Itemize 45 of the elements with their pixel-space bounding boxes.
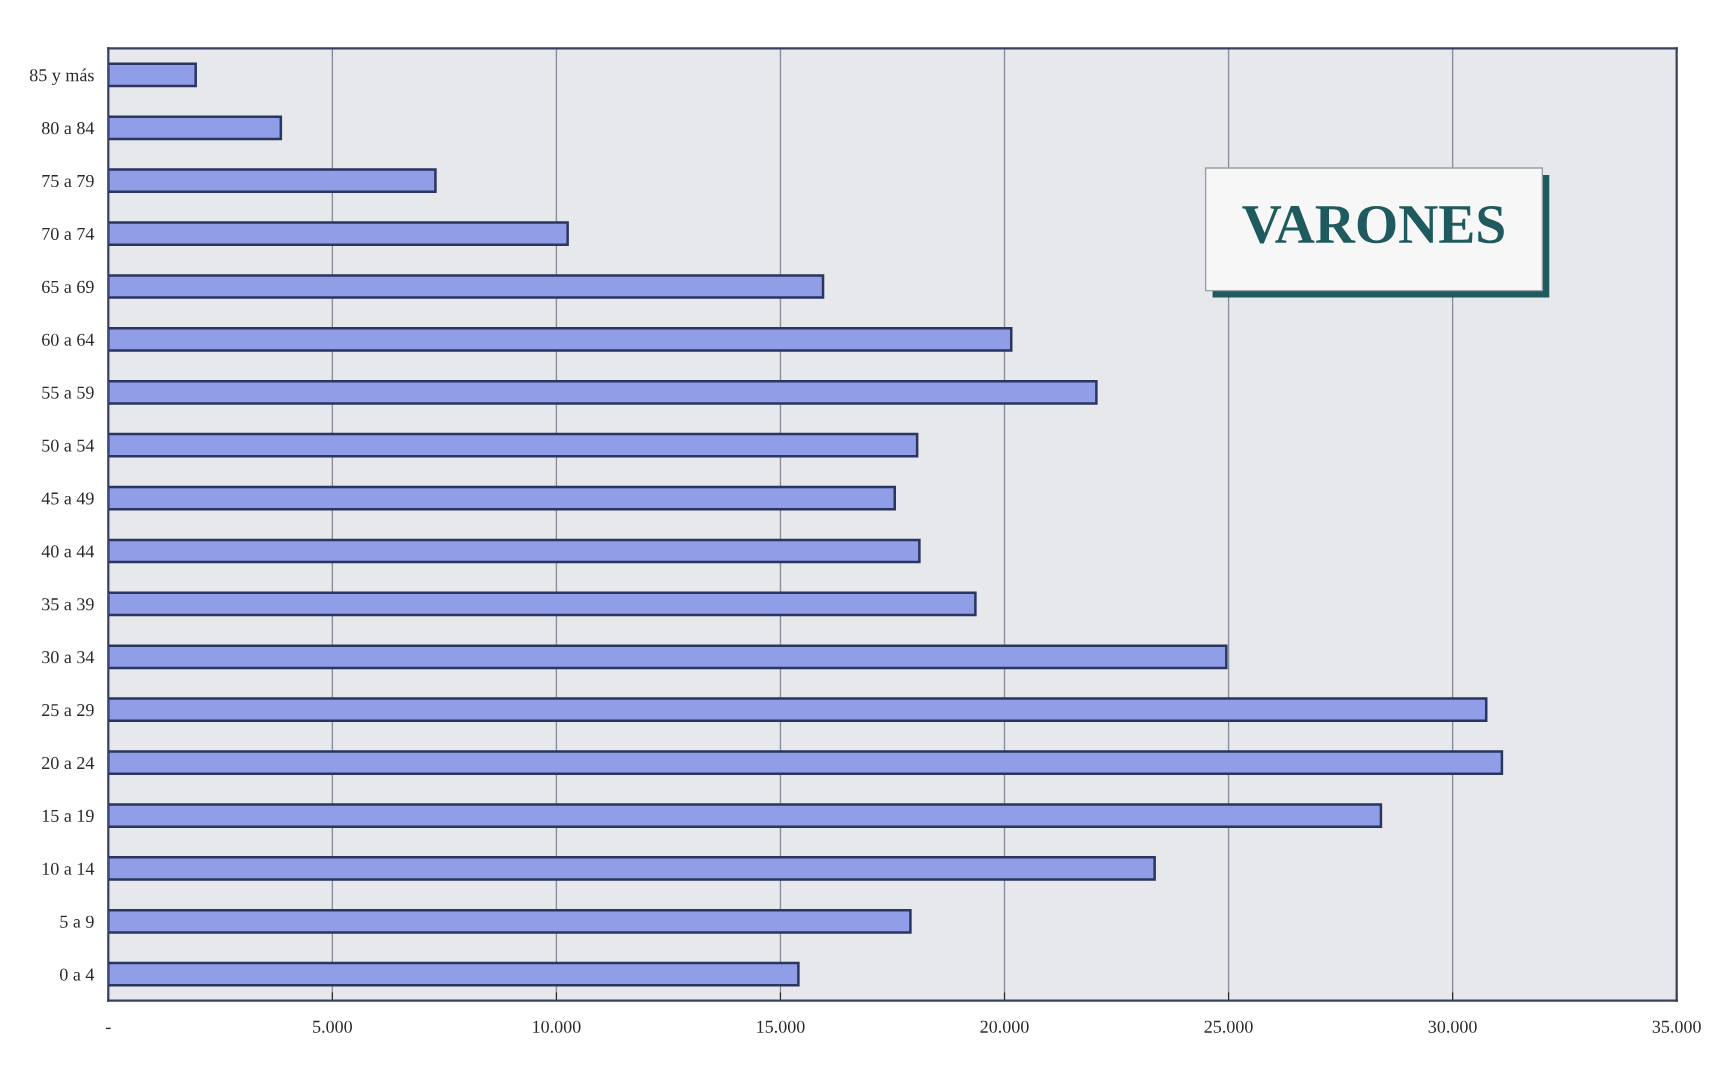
x-tick-label: 35.000 — [1652, 1020, 1701, 1033]
bar — [108, 644, 1228, 670]
x-tick-label: 30.000 — [1428, 1020, 1477, 1033]
y-tick-label: 5 a 9 — [60, 915, 94, 928]
bar — [108, 62, 197, 88]
y-tick-label: 10 a 14 — [42, 862, 95, 875]
y-tick-label: 20 a 24 — [42, 756, 95, 770]
bar — [108, 432, 919, 458]
bar — [108, 697, 1488, 723]
y-tick-label: 40 a 44 — [41, 545, 95, 558]
bar — [108, 221, 569, 246]
bar — [108, 115, 283, 141]
bar — [108, 485, 896, 511]
y-tick-label: 60 a 64 — [42, 333, 95, 346]
y-tick-label: 85 y más — [29, 68, 94, 86]
bar — [108, 750, 1504, 775]
x-tick-label: 15.000 — [757, 1020, 805, 1033]
x-tick-label: 25.000 — [1204, 1020, 1253, 1033]
y-tick-label: 30 a 34 — [42, 651, 95, 664]
x-tick-label: 5.000 — [313, 1020, 352, 1033]
y-tick-label: 55 a 59 — [42, 386, 94, 399]
y-tick-label: 50 a 54 — [42, 439, 95, 452]
bar — [108, 168, 437, 194]
text: VARONES — [1242, 205, 1504, 244]
y-tick-label: 80 a 84 — [41, 122, 95, 135]
bar — [108, 274, 825, 299]
bar — [108, 856, 1156, 881]
x-tick-label: 20.000 — [980, 1020, 1029, 1033]
y-tick-label: 25 a 29 — [42, 704, 94, 717]
bar — [108, 908, 912, 934]
x-tick-label: 10.000 — [533, 1020, 581, 1033]
y-tick-label: 75 a 79 — [42, 174, 94, 188]
bar — [108, 591, 977, 617]
x-tick-label: - — [105, 1027, 111, 1030]
bar — [108, 379, 1098, 405]
y-tick-label: 70 a 74 — [42, 227, 95, 241]
y-tick-label: 45 a 49 — [41, 492, 94, 505]
y-tick-label: 35 a 39 — [42, 598, 94, 611]
y-tick-label: 15 a 19 — [42, 809, 94, 822]
y-tick-label: 0 a 4 — [60, 968, 95, 981]
y-tick-label: 65 a 69 — [42, 280, 94, 293]
bar — [108, 961, 800, 987]
bar — [108, 803, 1383, 828]
bar — [108, 327, 1013, 352]
bar — [108, 538, 921, 564]
